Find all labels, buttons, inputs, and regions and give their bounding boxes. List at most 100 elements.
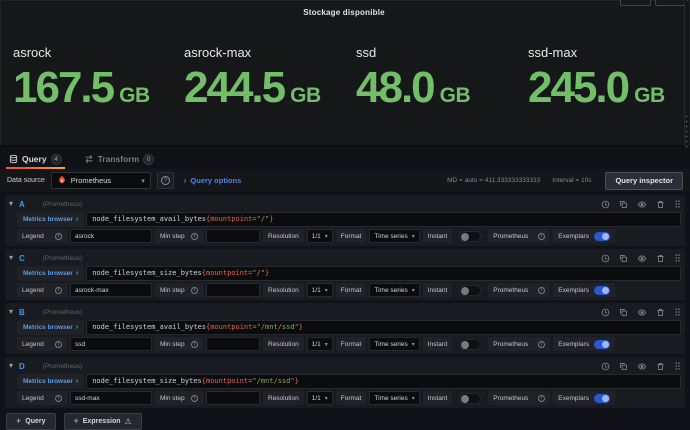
help-icon: ?	[160, 176, 170, 185]
query-refid: A	[19, 199, 25, 209]
datasource-picker[interactable]: Prometheus ▾	[50, 172, 151, 189]
hide-query-icon[interactable]	[637, 254, 647, 263]
stats-row: asrock 167.5 GB asrock-max 244.5 GB ssd …	[13, 45, 688, 110]
exemplars-toggle[interactable]	[593, 393, 610, 403]
query-history-icon[interactable]	[601, 362, 610, 371]
chevron-down-icon: ▾	[324, 395, 328, 402]
stat-panel: Stockage disponible asrock 167.5 GB asro…	[0, 0, 690, 156]
hide-query-icon[interactable]	[637, 362, 647, 371]
metrics-browser-button[interactable]: Metrics browser ›	[17, 212, 85, 227]
query-row-header[interactable]: ▾ C (Prometheus)	[9, 251, 681, 265]
promql-expression-input[interactable]: node_filesystem_avail_bytes{mountpoint="…	[86, 212, 681, 227]
instant-toggle[interactable]	[459, 284, 482, 296]
metrics-browser-button[interactable]: Metrics browser ›	[17, 266, 85, 281]
min-step-input[interactable]	[206, 337, 260, 351]
add-expression-label: Expression	[82, 418, 121, 425]
stat-unit: GB	[634, 84, 665, 107]
datasource-help-button[interactable]: ?	[156, 172, 174, 189]
query-row: ▾ A (Prometheus) Metrics browser	[5, 195, 685, 246]
min-step-input[interactable]	[206, 283, 260, 297]
instant-label: Instant	[422, 283, 453, 297]
resolution-select[interactable]: 1/1 ▾	[306, 283, 333, 297]
duplicate-query-icon[interactable]	[619, 200, 628, 209]
duplicate-query-icon[interactable]	[619, 254, 628, 263]
min-step-label: Min step i	[155, 283, 203, 297]
info-icon: i	[191, 394, 198, 402]
add-query-button[interactable]: + Query	[6, 413, 56, 430]
hide-query-icon[interactable]	[637, 308, 647, 317]
pane-splitter[interactable]	[684, 1, 689, 156]
tab-transform-label: Transform	[97, 154, 140, 164]
format-select[interactable]: Time series ▾	[369, 337, 420, 351]
promql-expression-input[interactable]: node_filesystem_avail_bytes{mountpoint="…	[86, 320, 681, 335]
exemplars-label: Exemplars	[553, 283, 615, 297]
chevron-right-icon: ›	[75, 270, 79, 277]
collapse-chevron-icon[interactable]: ▾	[9, 307, 14, 316]
query-editor-pane: Query 4 Transform 0 Data source Promethe…	[0, 149, 690, 430]
resolution-select[interactable]: 1/1 ▾	[306, 229, 333, 243]
exemplars-toggle[interactable]	[593, 285, 610, 295]
min-step-label: Min step i	[155, 337, 203, 351]
stat-ssd-max: ssd-max 245.0 GB	[528, 45, 688, 110]
tab-query[interactable]: Query 4	[6, 149, 65, 169]
chevron-down-icon: ▾	[324, 233, 328, 240]
remove-query-icon[interactable]	[656, 200, 665, 209]
promql-expression-input[interactable]: node_filesystem_size_bytes{mountpoint="/…	[86, 266, 681, 281]
instant-toggle[interactable]	[459, 230, 482, 242]
min-step-input[interactable]	[206, 391, 260, 405]
query-row-header[interactable]: ▾ A (Prometheus)	[9, 197, 681, 211]
collapse-chevron-icon[interactable]: ▾	[9, 199, 14, 208]
collapse-chevron-icon[interactable]: ▾	[9, 253, 14, 262]
resolution-select[interactable]: 1/1 ▾	[306, 337, 333, 351]
chevron-down-icon: ▾	[141, 177, 145, 185]
legend-input[interactable]	[70, 229, 152, 243]
metrics-browser-label: Metrics browser	[23, 216, 73, 223]
top-toolbar-button-cut[interactable]	[620, 0, 651, 6]
footer-buttons: + Query + Expression ⚠	[6, 413, 690, 430]
instant-toggle[interactable]	[459, 392, 482, 404]
instant-toggle[interactable]	[459, 338, 482, 350]
query-history-icon[interactable]	[601, 308, 610, 317]
format-select[interactable]: Time series ▾	[369, 229, 420, 243]
remove-query-icon[interactable]	[656, 362, 665, 371]
drag-handle-icon[interactable]	[674, 199, 681, 209]
tab-query-label: Query	[22, 154, 47, 164]
remove-query-icon[interactable]	[656, 254, 665, 263]
min-step-input[interactable]	[206, 229, 260, 243]
drag-handle-icon[interactable]	[674, 307, 681, 317]
format-select[interactable]: Time series ▾	[369, 283, 420, 297]
tab-transform[interactable]: Transform 0	[81, 149, 158, 169]
query-inspector-button[interactable]: Query inspector	[605, 171, 683, 190]
query-row-header[interactable]: ▾ D (Prometheus)	[9, 359, 681, 373]
duplicate-query-icon[interactable]	[619, 308, 628, 317]
collapse-chevron-icon[interactable]: ▾	[9, 361, 14, 370]
drag-handle-icon[interactable]	[674, 361, 681, 371]
chevron-right-icon: ›	[75, 216, 79, 223]
format-select[interactable]: Time series ▾	[369, 391, 420, 405]
remove-query-icon[interactable]	[656, 308, 665, 317]
exemplars-label: Exemplars	[553, 229, 615, 243]
exemplars-toggle[interactable]	[593, 339, 610, 349]
metrics-browser-button[interactable]: Metrics browser ›	[17, 374, 85, 389]
legend-input[interactable]	[70, 283, 152, 297]
query-row-header[interactable]: ▾ B (Prometheus)	[9, 305, 681, 319]
metrics-browser-button[interactable]: Metrics browser ›	[17, 320, 85, 335]
hide-query-icon[interactable]	[637, 200, 647, 209]
legend-input[interactable]	[70, 391, 152, 405]
legend-input[interactable]	[70, 337, 152, 351]
query-history-icon[interactable]	[601, 200, 610, 209]
stat-unit: GB	[439, 84, 471, 107]
promql-expression-input[interactable]: node_filesystem_size_bytes{mountpoint="/…	[86, 374, 681, 389]
duplicate-query-icon[interactable]	[619, 362, 628, 371]
plus-icon: +	[16, 416, 22, 426]
exemplars-label: Exemplars	[553, 337, 615, 351]
query-options-toggle[interactable]: › Query options	[184, 176, 242, 185]
drag-handle-icon[interactable]	[674, 253, 681, 263]
resolution-select[interactable]: 1/1 ▾	[306, 391, 333, 405]
chevron-down-icon: ▾	[324, 287, 328, 294]
exemplars-toggle[interactable]	[593, 231, 610, 241]
query-history-icon[interactable]	[601, 254, 610, 263]
legend-label: Legend i	[17, 391, 67, 405]
add-expression-button[interactable]: + Expression ⚠	[63, 413, 142, 430]
